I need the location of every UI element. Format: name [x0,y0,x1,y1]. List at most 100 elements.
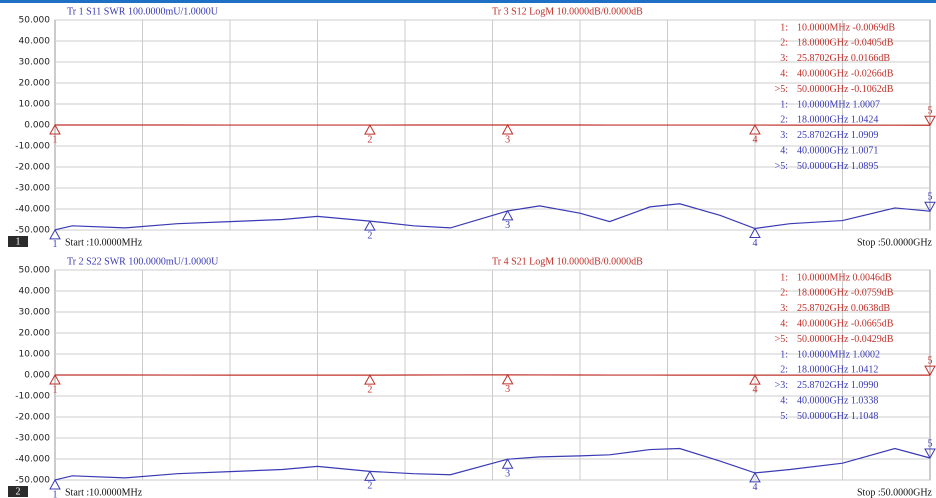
marker-label: 3 [505,384,510,395]
marker [49,228,61,240]
marker [364,470,376,481]
marker-label: 1 [53,489,58,498]
readout-id: >5: [775,84,788,95]
readout-text: 50.0000GHz -0.1062dB [797,84,894,95]
y-tick-label: -40.000 [15,205,50,215]
readout-text: 25.8702GHz 1.0990 [797,380,878,391]
marker [924,448,936,460]
readout-text: 10.0000MHz 1.0002 [797,349,880,360]
y-tick-label: 20.000 [19,329,51,339]
y-tick-label: 10.000 [19,100,51,110]
readout-id: 3: [780,53,788,64]
marker [364,220,376,231]
channel-number: 2 [16,486,21,497]
readout-text: 40.0000GHz -0.0266dB [797,68,894,79]
y-tick-label: -10.000 [15,142,50,152]
readout-id: >3: [775,380,788,391]
marker-label: 2 [367,134,372,145]
readout-text: 25.8702GHz 1.0909 [797,130,878,141]
readout-text: 18.0000GHz 1.0424 [797,115,878,126]
readout-text: 40.0000GHz 1.0071 [797,145,878,156]
trace [54,203,931,231]
channel-number: 1 [16,236,21,247]
stop-label: Stop :50.0000GHz [857,237,933,248]
readout-id: 2: [780,115,788,126]
y-tick-label: 40.000 [19,37,51,47]
readout-id: 3: [780,303,788,314]
marker-label: 5 [928,106,933,117]
readout-id: 4: [780,145,788,156]
marker-label: 4 [752,238,757,249]
y-tick-label: 50.000 [19,16,51,26]
marker [364,374,376,385]
readout-id: 4: [780,318,788,329]
marker-label: 5 [928,355,933,366]
marker [501,123,514,135]
y-tick-label: -10.000 [15,392,50,402]
top-bar [0,0,936,3]
marker-label: 5 [928,438,933,449]
readout-id: 1: [780,99,788,110]
y-tick-label: 20.000 [19,79,51,89]
marker-label: 1 [53,134,58,145]
y-tick-label: 0.000 [24,121,50,131]
y-tick-label: 30.000 [19,308,51,318]
readout-id: 1: [780,349,788,360]
marker [49,373,61,385]
readout-text: 18.0000GHz -0.0405dB [797,38,894,49]
marker [924,365,936,377]
readout-text: 50.0000GHz 1.0895 [797,161,878,172]
y-tick-label: -30.000 [15,434,50,444]
marker [49,123,61,135]
marker-label: 3 [505,469,510,480]
marker-label: 2 [367,384,372,395]
marker-label: 3 [505,134,510,145]
marker-label: 1 [53,384,58,395]
y-tick-label: -40.000 [15,455,50,465]
readout-text: 10.0000MHz 1.0007 [797,99,880,110]
readout-text: 50.0000GHz -0.0429dB [797,334,894,345]
readout-text: 50.0000GHz 1.1048 [797,411,878,422]
marker-label: 3 [505,220,510,231]
trace-header: Tr 4 S21 LogM 10.0000dB/0.0000dB [492,256,643,267]
marker [749,471,761,483]
marker [364,124,376,135]
readout-text: 40.0000GHz 1.0338 [797,395,878,406]
readout-text: 25.8702GHz 0.0166dB [797,53,890,64]
readout-id: >5: [775,161,788,172]
readout-text: 10.0000MHz -0.0069dB [797,22,895,33]
readout-text: 40.0000GHz -0.0665dB [797,318,894,329]
marker-label: 4 [752,384,757,395]
y-tick-label: 40.000 [19,287,51,297]
readout-id: 4: [780,395,788,406]
readout-text: 18.0000GHz -0.0759dB [797,288,894,299]
readout-id: 3: [780,130,788,141]
y-tick-label: 0.000 [24,371,50,381]
marker [924,115,936,127]
marker [749,374,761,385]
readout-id: 2: [780,38,788,49]
trace-header: Tr 2 S22 SWR 100.0000mU/1.0000U [67,256,219,267]
marker [49,478,61,490]
marker-label: 2 [367,481,372,492]
y-tick-label: -30.000 [15,184,50,194]
marker-label: 4 [752,482,757,493]
readout-text: 18.0000GHz 1.0412 [797,365,878,376]
marker-label: 2 [367,230,372,241]
readout-text: 10.0000MHz 0.0046dB [797,272,892,283]
marker [501,458,514,469]
y-tick-label: 10.000 [19,350,51,360]
y-tick-label: -20.000 [15,163,50,173]
start-label: Start :10.0000MHz [65,487,143,498]
readout-text: 25.8702GHz 0.0638dB [797,303,890,314]
readout-id: 5: [780,411,788,422]
y-tick-label: 30.000 [19,58,51,68]
channel-box [8,236,28,247]
marker [501,373,514,385]
marker [749,227,761,239]
marker [501,209,514,221]
marker [749,124,761,135]
marker-label: 4 [752,134,757,145]
y-tick-label: -50.000 [15,476,50,486]
